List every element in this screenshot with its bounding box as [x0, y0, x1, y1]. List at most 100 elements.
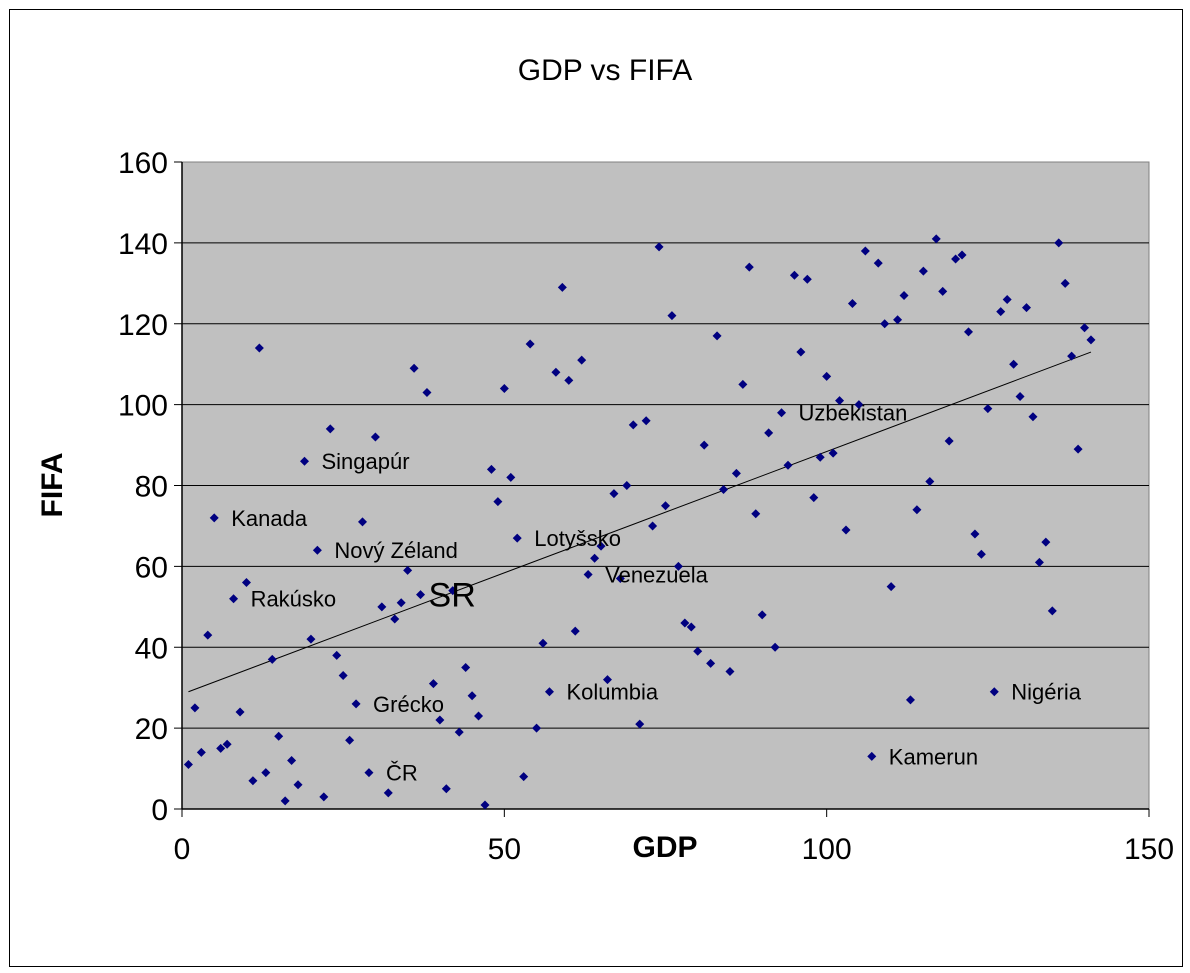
data-point [409, 363, 419, 373]
data-point [428, 679, 438, 689]
data-point [802, 274, 812, 284]
data-point [338, 671, 348, 681]
data-point [486, 464, 496, 474]
y-tick-label: 80 [135, 471, 168, 504]
point-label: Kanada [231, 506, 308, 531]
x-tick-label: 50 [488, 833, 521, 866]
data-point [886, 582, 896, 592]
data-point [474, 711, 484, 721]
point-label: Uzbekistan [799, 401, 908, 426]
data-point [931, 234, 941, 244]
data-point [306, 634, 316, 644]
data-point [918, 266, 928, 276]
data-point [751, 509, 761, 519]
data-point [783, 460, 793, 470]
axes [174, 161, 1150, 817]
data-point [544, 687, 554, 697]
data-point [719, 485, 729, 495]
data-point [435, 715, 445, 725]
data-point [673, 561, 683, 571]
data-point [203, 630, 213, 640]
data-point [757, 610, 767, 620]
data-point [628, 420, 638, 430]
data-point [390, 614, 400, 624]
data-point [229, 594, 239, 604]
data-point [1022, 303, 1032, 313]
data-point [299, 456, 309, 466]
data-point [461, 662, 471, 672]
data-point [441, 784, 451, 794]
data-point [893, 315, 903, 325]
data-point [241, 578, 251, 588]
data-point [422, 387, 432, 397]
data-point [957, 250, 967, 260]
data-point [661, 501, 670, 511]
data-point [680, 618, 690, 628]
data-point [325, 424, 335, 434]
data-point [209, 513, 219, 523]
data-point [944, 436, 954, 446]
data-point [976, 549, 986, 559]
point-label: Kolumbia [566, 680, 658, 705]
data-point [777, 408, 787, 418]
data-point [835, 396, 845, 406]
data-point [332, 650, 342, 660]
data-point [190, 703, 200, 713]
data-point [312, 545, 322, 555]
data-point [983, 404, 993, 414]
data-point [583, 569, 593, 579]
data-point [364, 768, 374, 778]
point-label: Nigéria [1011, 680, 1081, 705]
point-label: Nový Zéland [334, 538, 458, 563]
data-point [648, 521, 658, 531]
data-point [1015, 392, 1025, 402]
data-point [183, 760, 193, 770]
data-point [963, 327, 973, 337]
data-point [725, 667, 735, 677]
data-point [590, 553, 600, 563]
data-point [1080, 323, 1090, 333]
x-tick-label: 100 [802, 833, 852, 866]
data-point [854, 400, 864, 410]
data-point [383, 788, 393, 798]
data-point [512, 533, 522, 543]
data-point [789, 270, 799, 280]
data-point [403, 565, 413, 575]
data-point [216, 743, 226, 753]
data-point [1002, 294, 1012, 304]
data-point [796, 347, 806, 357]
data-point [738, 379, 748, 389]
data-point [287, 755, 297, 765]
data-point [570, 626, 580, 636]
data-point [1060, 278, 1070, 288]
data-point [274, 731, 284, 741]
data-point [693, 646, 703, 656]
x-tick-label: 0 [174, 833, 191, 866]
data-point [377, 602, 387, 612]
data-point [1067, 351, 1077, 361]
point-label: ČR [386, 761, 418, 786]
x-tick-labels: 0 50 100 150 [174, 833, 1174, 866]
data-point [925, 476, 935, 486]
data-point [815, 452, 825, 462]
data-point [196, 747, 206, 757]
data-point [564, 375, 574, 385]
data-point [525, 339, 535, 349]
data-point [261, 768, 271, 778]
data-point [1041, 537, 1051, 547]
data-point [622, 481, 632, 490]
data-point [996, 307, 1006, 317]
data-point [609, 489, 619, 499]
data-point [557, 282, 567, 292]
trendline [188, 351, 1092, 693]
data-point [712, 331, 722, 341]
data-point [448, 586, 458, 596]
y-tick-label: 120 [118, 309, 168, 342]
data-point [551, 367, 561, 377]
data-point [319, 792, 329, 802]
data-point [506, 472, 516, 482]
chart-title: GDP vs FIFA [518, 54, 692, 87]
y-tick-labels: 0 20 40 60 80 100 120 140 160 [118, 147, 168, 827]
data-point [912, 505, 922, 515]
y-tick-label: 60 [135, 551, 168, 584]
